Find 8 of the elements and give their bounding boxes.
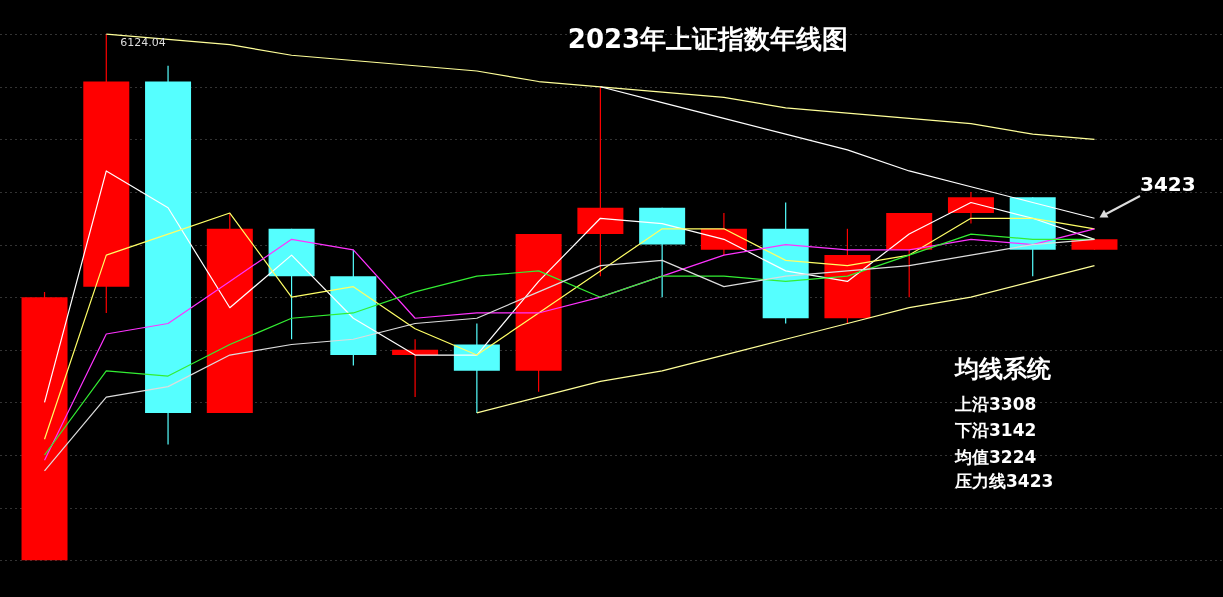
annotation: 均线系统: [953, 355, 1052, 383]
annotation: 下沿3142: [954, 420, 1037, 440]
annotation: 均值3224: [954, 447, 1037, 467]
annotation: 上沿3308: [954, 394, 1037, 414]
chart-title: 2023年上证指数年线图: [567, 24, 849, 54]
annotation: 6124.04: [120, 36, 166, 50]
annotation: 压力线3423: [954, 471, 1054, 491]
text: 3423: [1140, 172, 1196, 196]
